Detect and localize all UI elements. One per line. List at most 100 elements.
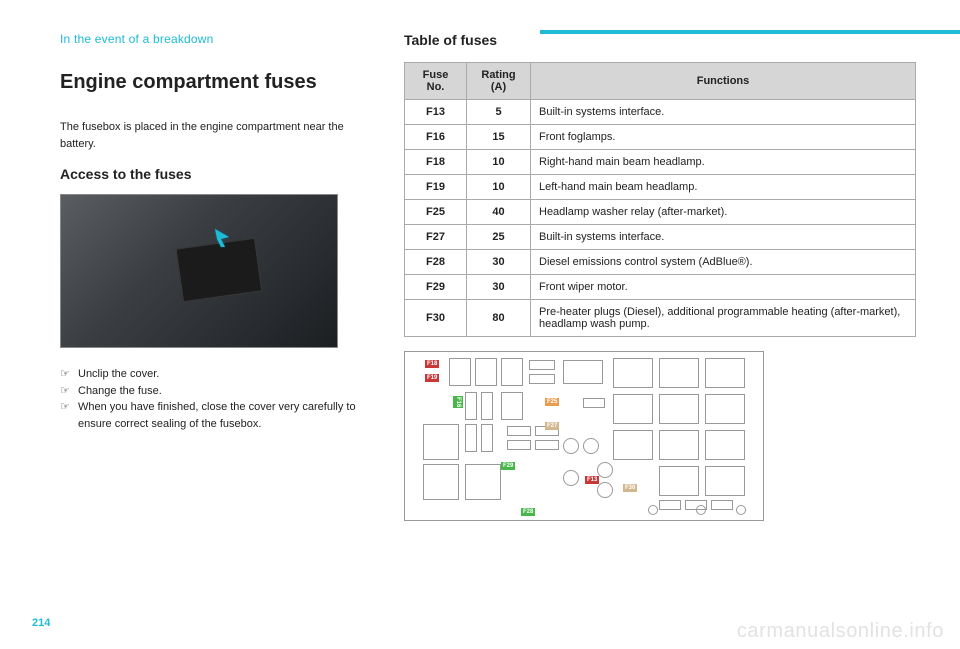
cell-fuse-no: F19 — [405, 175, 467, 200]
diagram-fuse-label: F18 — [425, 360, 439, 368]
diagram-slot — [465, 392, 477, 420]
diagram-slot — [475, 358, 497, 386]
diagram-fuse-label: F29 — [501, 462, 515, 470]
cell-rating: 40 — [467, 200, 531, 225]
diagram-slot — [659, 500, 681, 510]
diagram-fuse-label: F28 — [521, 508, 535, 516]
step-text: When you have finished, close the cover … — [78, 399, 370, 432]
diagram-slot — [449, 358, 471, 386]
steps-list: ☞Unclip the cover.☞Change the fuse.☞When… — [60, 366, 370, 432]
cell-fuse-no: F25 — [405, 200, 467, 225]
diagram-slot — [465, 464, 501, 500]
diagram-circle — [597, 462, 613, 478]
table-row: F2540Headlamp washer relay (after-market… — [405, 200, 916, 225]
cell-fuse-no: F27 — [405, 225, 467, 250]
diagram-slot — [613, 394, 653, 424]
fuse-layout-diagram: F18 F19 F16 F25 F27 F29 F13 F30 F28 — [404, 351, 764, 521]
cell-fuse-no: F28 — [405, 250, 467, 275]
cell-rating: 10 — [467, 150, 531, 175]
col-header-functions: Functions — [531, 63, 916, 100]
cell-rating: 25 — [467, 225, 531, 250]
table-row: F2725Built-in systems interface. — [405, 225, 916, 250]
diagram-slot — [501, 358, 523, 386]
diagram-slot — [659, 358, 699, 388]
left-column: In the event of a breakdown Engine compa… — [60, 32, 370, 521]
diagram-fuse-label: F27 — [545, 422, 559, 430]
diagram-fuse-label: F13 — [585, 476, 599, 484]
table-row: F1810Right-hand main beam headlamp. — [405, 150, 916, 175]
page-number: 214 — [32, 617, 50, 629]
cell-function: Front foglamps. — [531, 125, 916, 150]
cell-fuse-no: F16 — [405, 125, 467, 150]
diagram-slot — [481, 392, 493, 420]
table-row: F135Built-in systems interface. — [405, 100, 916, 125]
diagram-slot — [507, 426, 531, 436]
col-header-rating: Rating (A) — [467, 63, 531, 100]
diagram-slot — [529, 374, 555, 384]
diagram-slot — [705, 358, 745, 388]
diagram-circle — [648, 505, 658, 515]
diagram-slot — [711, 500, 733, 510]
cell-rating: 80 — [467, 300, 531, 337]
diagram-circle — [696, 505, 706, 515]
table-row: F2930Front wiper motor. — [405, 275, 916, 300]
diagram-slot — [501, 392, 523, 420]
table-row: F1615Front foglamps. — [405, 125, 916, 150]
diagram-circle — [583, 438, 599, 454]
diagram-slot — [529, 360, 555, 370]
step-text: Change the fuse. — [78, 383, 162, 400]
access-heading: Access to the fuses — [60, 166, 370, 182]
cell-fuse-no: F29 — [405, 275, 467, 300]
diagram-slot — [507, 440, 531, 450]
cell-function: Pre-heater plugs (Diesel), additional pr… — [531, 300, 916, 337]
page-title: Engine compartment fuses — [60, 70, 370, 95]
right-column: Table of fuses Fuse No. Rating (A) Funct… — [404, 32, 916, 521]
diagram-slot — [563, 360, 603, 384]
table-row: F2830Diesel emissions control system (Ad… — [405, 250, 916, 275]
cell-function: Right-hand main beam headlamp. — [531, 150, 916, 175]
page-content: In the event of a breakdown Engine compa… — [0, 0, 960, 541]
accent-bar — [540, 30, 960, 34]
cell-rating: 5 — [467, 100, 531, 125]
diagram-slot — [705, 466, 745, 496]
step-marker-icon: ☞ — [60, 399, 78, 432]
diagram-circle — [736, 505, 746, 515]
diagram-slot — [659, 394, 699, 424]
arrow-indicator-icon — [211, 225, 237, 256]
diagram-slot — [423, 464, 459, 500]
cell-fuse-no: F18 — [405, 150, 467, 175]
cell-function: Diesel emissions control system (AdBlue®… — [531, 250, 916, 275]
diagram-slot — [705, 394, 745, 424]
diagram-slot — [481, 424, 493, 452]
fuse-table: Fuse No. Rating (A) Functions F135Built-… — [404, 62, 916, 337]
cell-rating: 30 — [467, 250, 531, 275]
diagram-circle — [597, 482, 613, 498]
cell-fuse-no: F30 — [405, 300, 467, 337]
diagram-circle — [563, 470, 579, 486]
diagram-slot — [659, 466, 699, 496]
cell-function: Headlamp washer relay (after-market). — [531, 200, 916, 225]
diagram-circle — [563, 438, 579, 454]
table-row: F1910Left-hand main beam headlamp. — [405, 175, 916, 200]
cell-rating: 30 — [467, 275, 531, 300]
step-marker-icon: ☞ — [60, 366, 78, 383]
watermark-text: carmanualsonline.info — [737, 620, 944, 643]
diagram-fuse-label: F19 — [425, 374, 439, 382]
diagram-slot — [613, 358, 653, 388]
cell-fuse-no: F13 — [405, 100, 467, 125]
diagram-slot — [423, 424, 459, 460]
diagram-slot — [659, 430, 699, 460]
diagram-fuse-label: F30 — [623, 484, 637, 492]
diagram-fuse-label: F16 — [453, 396, 463, 408]
diagram-slot — [465, 424, 477, 452]
cell-function: Built-in systems interface. — [531, 100, 916, 125]
cell-rating: 15 — [467, 125, 531, 150]
cell-function: Left-hand main beam headlamp. — [531, 175, 916, 200]
cell-function: Front wiper motor. — [531, 275, 916, 300]
intro-text: The fusebox is placed in the engine comp… — [60, 119, 370, 152]
step-item: ☞Unclip the cover. — [60, 366, 370, 383]
step-item: ☞Change the fuse. — [60, 383, 370, 400]
diagram-fuse-label: F25 — [545, 398, 559, 406]
cell-rating: 10 — [467, 175, 531, 200]
step-text: Unclip the cover. — [78, 366, 159, 383]
